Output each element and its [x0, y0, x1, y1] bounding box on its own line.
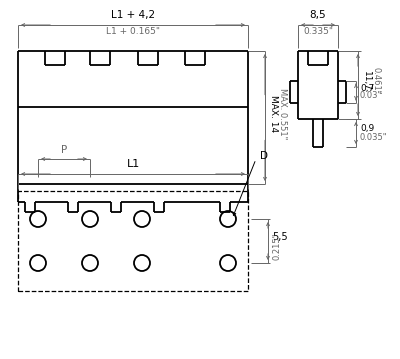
Text: 11,7: 11,7 [362, 71, 371, 91]
Text: 5,5: 5,5 [272, 232, 288, 242]
Text: L1 + 4,2: L1 + 4,2 [111, 10, 155, 20]
Bar [18, 191, 248, 291]
Text: L1: L1 [126, 159, 140, 169]
Text: L1 + 0.165": L1 + 0.165" [106, 27, 160, 36]
Text: 0.335": 0.335" [303, 27, 333, 36]
Text: 0.461": 0.461" [371, 67, 380, 95]
Text: 8,5: 8,5 [310, 10, 326, 20]
Text: 0.035": 0.035" [360, 132, 388, 141]
Text: MAX. 0.551": MAX. 0.551" [278, 88, 287, 139]
Text: 0,9: 0,9 [360, 125, 374, 134]
Text: 0,7: 0,7 [360, 84, 374, 93]
Text: 0.215": 0.215" [272, 232, 281, 260]
Text: D: D [260, 151, 268, 161]
Text: MAX. 14: MAX. 14 [269, 95, 278, 132]
Text: P: P [61, 145, 67, 155]
Text: 0.03": 0.03" [360, 92, 382, 101]
